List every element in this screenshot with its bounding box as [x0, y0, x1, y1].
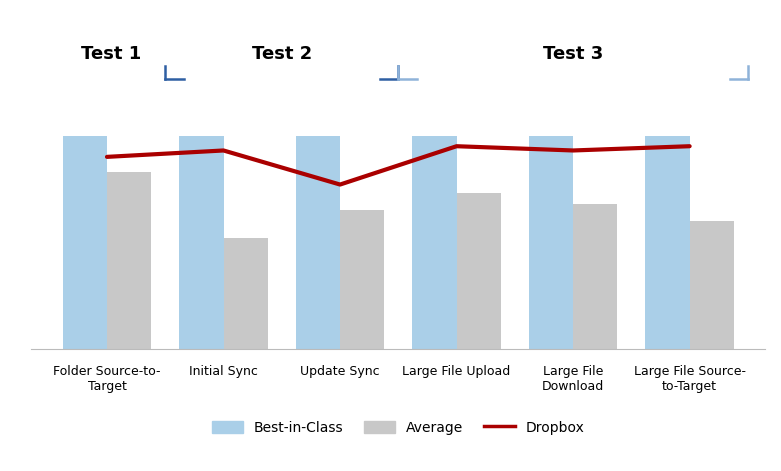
Bar	[457, 193, 501, 349]
Text: Test 2: Test 2	[251, 45, 312, 63]
Bar	[573, 204, 618, 349]
Bar	[529, 136, 573, 349]
Bar	[107, 172, 152, 349]
Legend: Best-in-Class, Average, Dropbox: Best-in-Class, Average, Dropbox	[212, 421, 584, 435]
Bar	[179, 136, 223, 349]
Bar	[296, 136, 340, 349]
Text: Test 1: Test 1	[80, 45, 141, 63]
Bar	[645, 136, 690, 349]
Text: Test 3: Test 3	[543, 45, 603, 63]
Bar	[62, 136, 107, 349]
Bar	[223, 238, 268, 349]
Bar	[690, 221, 734, 349]
Bar	[340, 210, 384, 349]
Bar	[412, 136, 457, 349]
